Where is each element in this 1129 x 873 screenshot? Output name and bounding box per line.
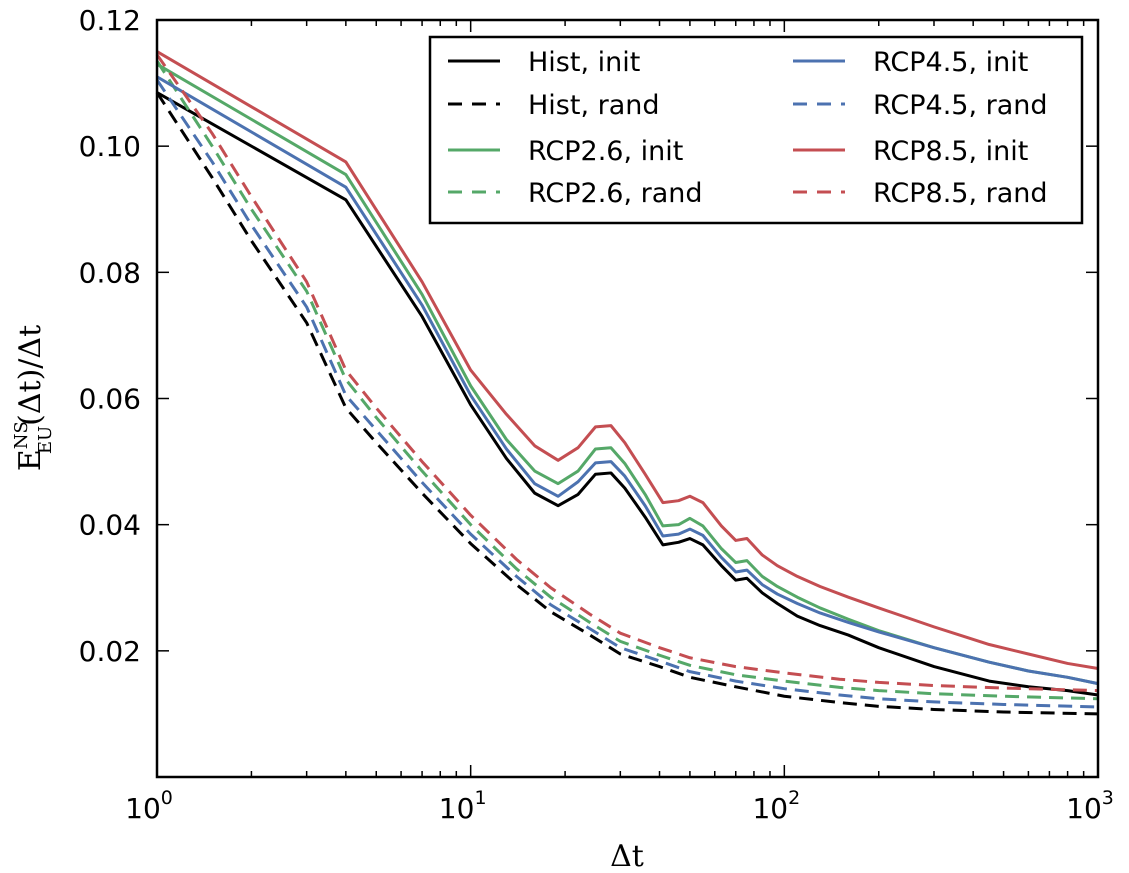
- y-axis-label-sub: EU: [35, 426, 56, 454]
- legend-label: RCP4.5, rand: [873, 90, 1048, 121]
- y-axis-label-rest: (Δt)/Δt: [13, 325, 48, 426]
- y-axis-label-sup: NS: [11, 421, 32, 449]
- y-tick-labels: 0.02 0.04 0.06 0.08 0.10 0.12: [79, 4, 141, 668]
- series-line-5: [155, 79, 1099, 709]
- y-axis-label-main: E: [13, 449, 48, 471]
- series-line-0: [156, 91, 1099, 697]
- legend-label: RCP4.5, init: [873, 47, 1028, 78]
- legend-label: Hist, rand: [528, 90, 660, 121]
- series-line-7: [155, 53, 1099, 693]
- series-line-1: [155, 91, 1099, 716]
- y-tick-label: 0.06: [79, 383, 141, 416]
- y-tick-label: 0.02: [79, 635, 141, 668]
- x-tick-label: 103: [1066, 787, 1114, 825]
- legend-box: [428, 35, 1084, 225]
- x-tick-label: 102: [752, 787, 800, 825]
- legend-label: RCP8.5, rand: [873, 178, 1048, 209]
- plot-frame: [155, 18, 1100, 779]
- x-tick-label: 101: [439, 787, 487, 825]
- y-axis-label: ENS EU(Δt)/Δt: [11, 325, 56, 471]
- legend-entries: Hist, init Hist, rand RCP2.6, init RCP2.6, …: [448, 47, 1048, 209]
- legend-label: RCP2.6, rand: [528, 178, 703, 209]
- y-tick-label: 0.10: [79, 130, 141, 163]
- y-tick-label: 0.08: [79, 256, 141, 289]
- legend-label: RCP2.6, init: [528, 136, 683, 167]
- series-line-3: [155, 60, 1099, 701]
- series-line-6: [156, 50, 1099, 670]
- legend-label: Hist, init: [528, 47, 640, 78]
- series-line-4: [156, 75, 1099, 686]
- legend-label: RCP8.5, init: [873, 136, 1028, 167]
- legend: Hist, init Hist, rand RCP2.6, init RCP2.6, …: [428, 35, 1084, 225]
- y-tick-label: 0.12: [79, 4, 141, 37]
- series-lines: [155, 50, 1099, 716]
- x-axis-label: Δt: [610, 839, 644, 873]
- x-tick-label: 100: [125, 787, 173, 825]
- y-tick-label: 0.04: [79, 509, 141, 542]
- x-tick-labels: 100 101 102 103: [125, 787, 1114, 825]
